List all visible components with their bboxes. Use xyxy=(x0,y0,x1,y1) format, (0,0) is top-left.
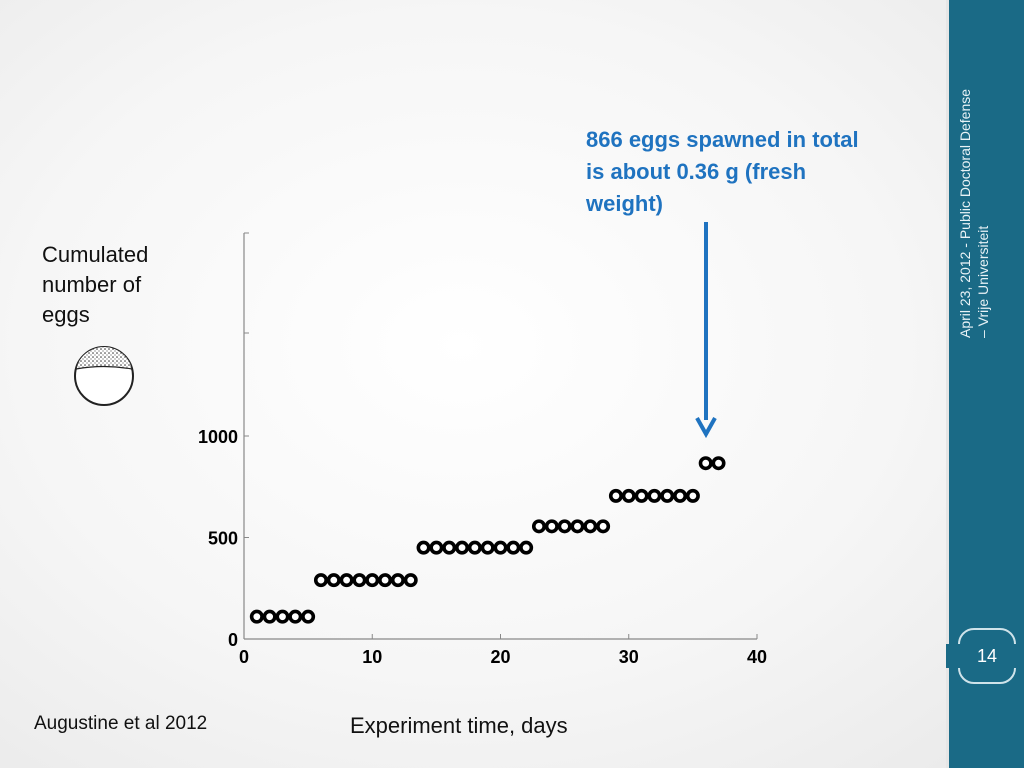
citation: Augustine et al 2012 xyxy=(34,713,208,734)
data-point xyxy=(288,609,303,624)
data-point xyxy=(403,573,418,588)
data-point xyxy=(339,573,354,588)
data-point xyxy=(685,488,700,503)
data-point xyxy=(275,609,290,624)
data-point xyxy=(519,540,534,555)
data-point xyxy=(493,540,508,555)
data-point xyxy=(660,488,675,503)
data-point xyxy=(365,573,380,588)
data-point xyxy=(673,488,688,503)
data-point xyxy=(301,609,316,624)
x-tick-label: 40 xyxy=(747,647,767,667)
data-point xyxy=(313,573,328,588)
annotation-text: 866 eggs spawned in total is about 0.36 … xyxy=(586,127,859,216)
data-point xyxy=(352,573,367,588)
data-point xyxy=(557,519,572,534)
y-tick-label: 0 xyxy=(228,630,238,650)
page-number: 14 xyxy=(976,646,998,666)
data-point xyxy=(390,573,405,588)
data-point xyxy=(326,573,341,588)
sidebar-divider xyxy=(946,0,949,768)
chart: 0 10 20 30 40 0 500 1000 xyxy=(74,222,767,667)
data-point xyxy=(467,540,482,555)
y-tick-label: 1000 xyxy=(198,427,238,447)
x-axis-label: Experiment time, days xyxy=(350,713,568,738)
data-point xyxy=(531,519,546,534)
data-point xyxy=(249,609,264,624)
data-point xyxy=(621,488,636,503)
data-point xyxy=(442,540,457,555)
data-point xyxy=(634,488,649,503)
data-point xyxy=(378,573,393,588)
data-point xyxy=(262,609,277,624)
data-point xyxy=(596,519,611,534)
data-point xyxy=(544,519,559,534)
x-tick-label: 10 xyxy=(362,647,382,667)
data-point xyxy=(698,456,713,471)
data-point xyxy=(570,519,585,534)
x-tick-label: 30 xyxy=(619,647,639,667)
page-number-band xyxy=(946,644,1024,668)
data-point xyxy=(429,540,444,555)
data-point xyxy=(711,456,726,471)
y-axis-label: Cumulated number of eggs xyxy=(42,242,149,327)
data-point xyxy=(480,540,495,555)
annotation-arrow xyxy=(695,222,717,439)
data-point xyxy=(583,519,598,534)
data-point xyxy=(647,488,662,503)
x-tick-label: 0 xyxy=(239,647,249,667)
data-point xyxy=(416,540,431,555)
x-tick-label: 20 xyxy=(490,647,510,667)
data-point xyxy=(455,540,470,555)
egg-icon xyxy=(74,346,134,406)
data-point xyxy=(608,488,623,503)
y-tick-label: 500 xyxy=(208,529,238,549)
data-point xyxy=(506,540,521,555)
footer-text: April 23, 2012 - Public Doctoral Defense… xyxy=(957,88,991,338)
